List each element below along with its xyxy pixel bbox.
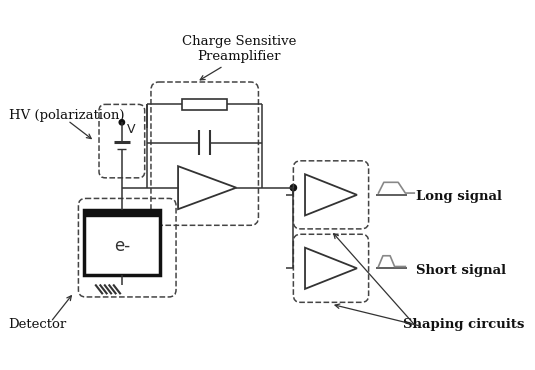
Bar <box>84 210 160 275</box>
Text: Short signal: Short signal <box>416 263 506 277</box>
Circle shape <box>290 185 296 191</box>
Text: V: V <box>127 123 136 136</box>
Polygon shape <box>178 166 236 209</box>
Polygon shape <box>305 248 357 289</box>
Text: Shaping circuits: Shaping circuits <box>403 318 524 331</box>
Text: Charge Sensitive
Preamplifier: Charge Sensitive Preamplifier <box>181 36 296 63</box>
Text: Detector: Detector <box>9 318 67 331</box>
Text: e-: e- <box>114 237 130 255</box>
Polygon shape <box>305 174 357 215</box>
Text: Long signal: Long signal <box>416 190 502 203</box>
Text: HV (polarization): HV (polarization) <box>9 109 124 122</box>
Bar <box>84 210 160 216</box>
Bar <box>182 98 227 110</box>
Circle shape <box>119 120 125 125</box>
